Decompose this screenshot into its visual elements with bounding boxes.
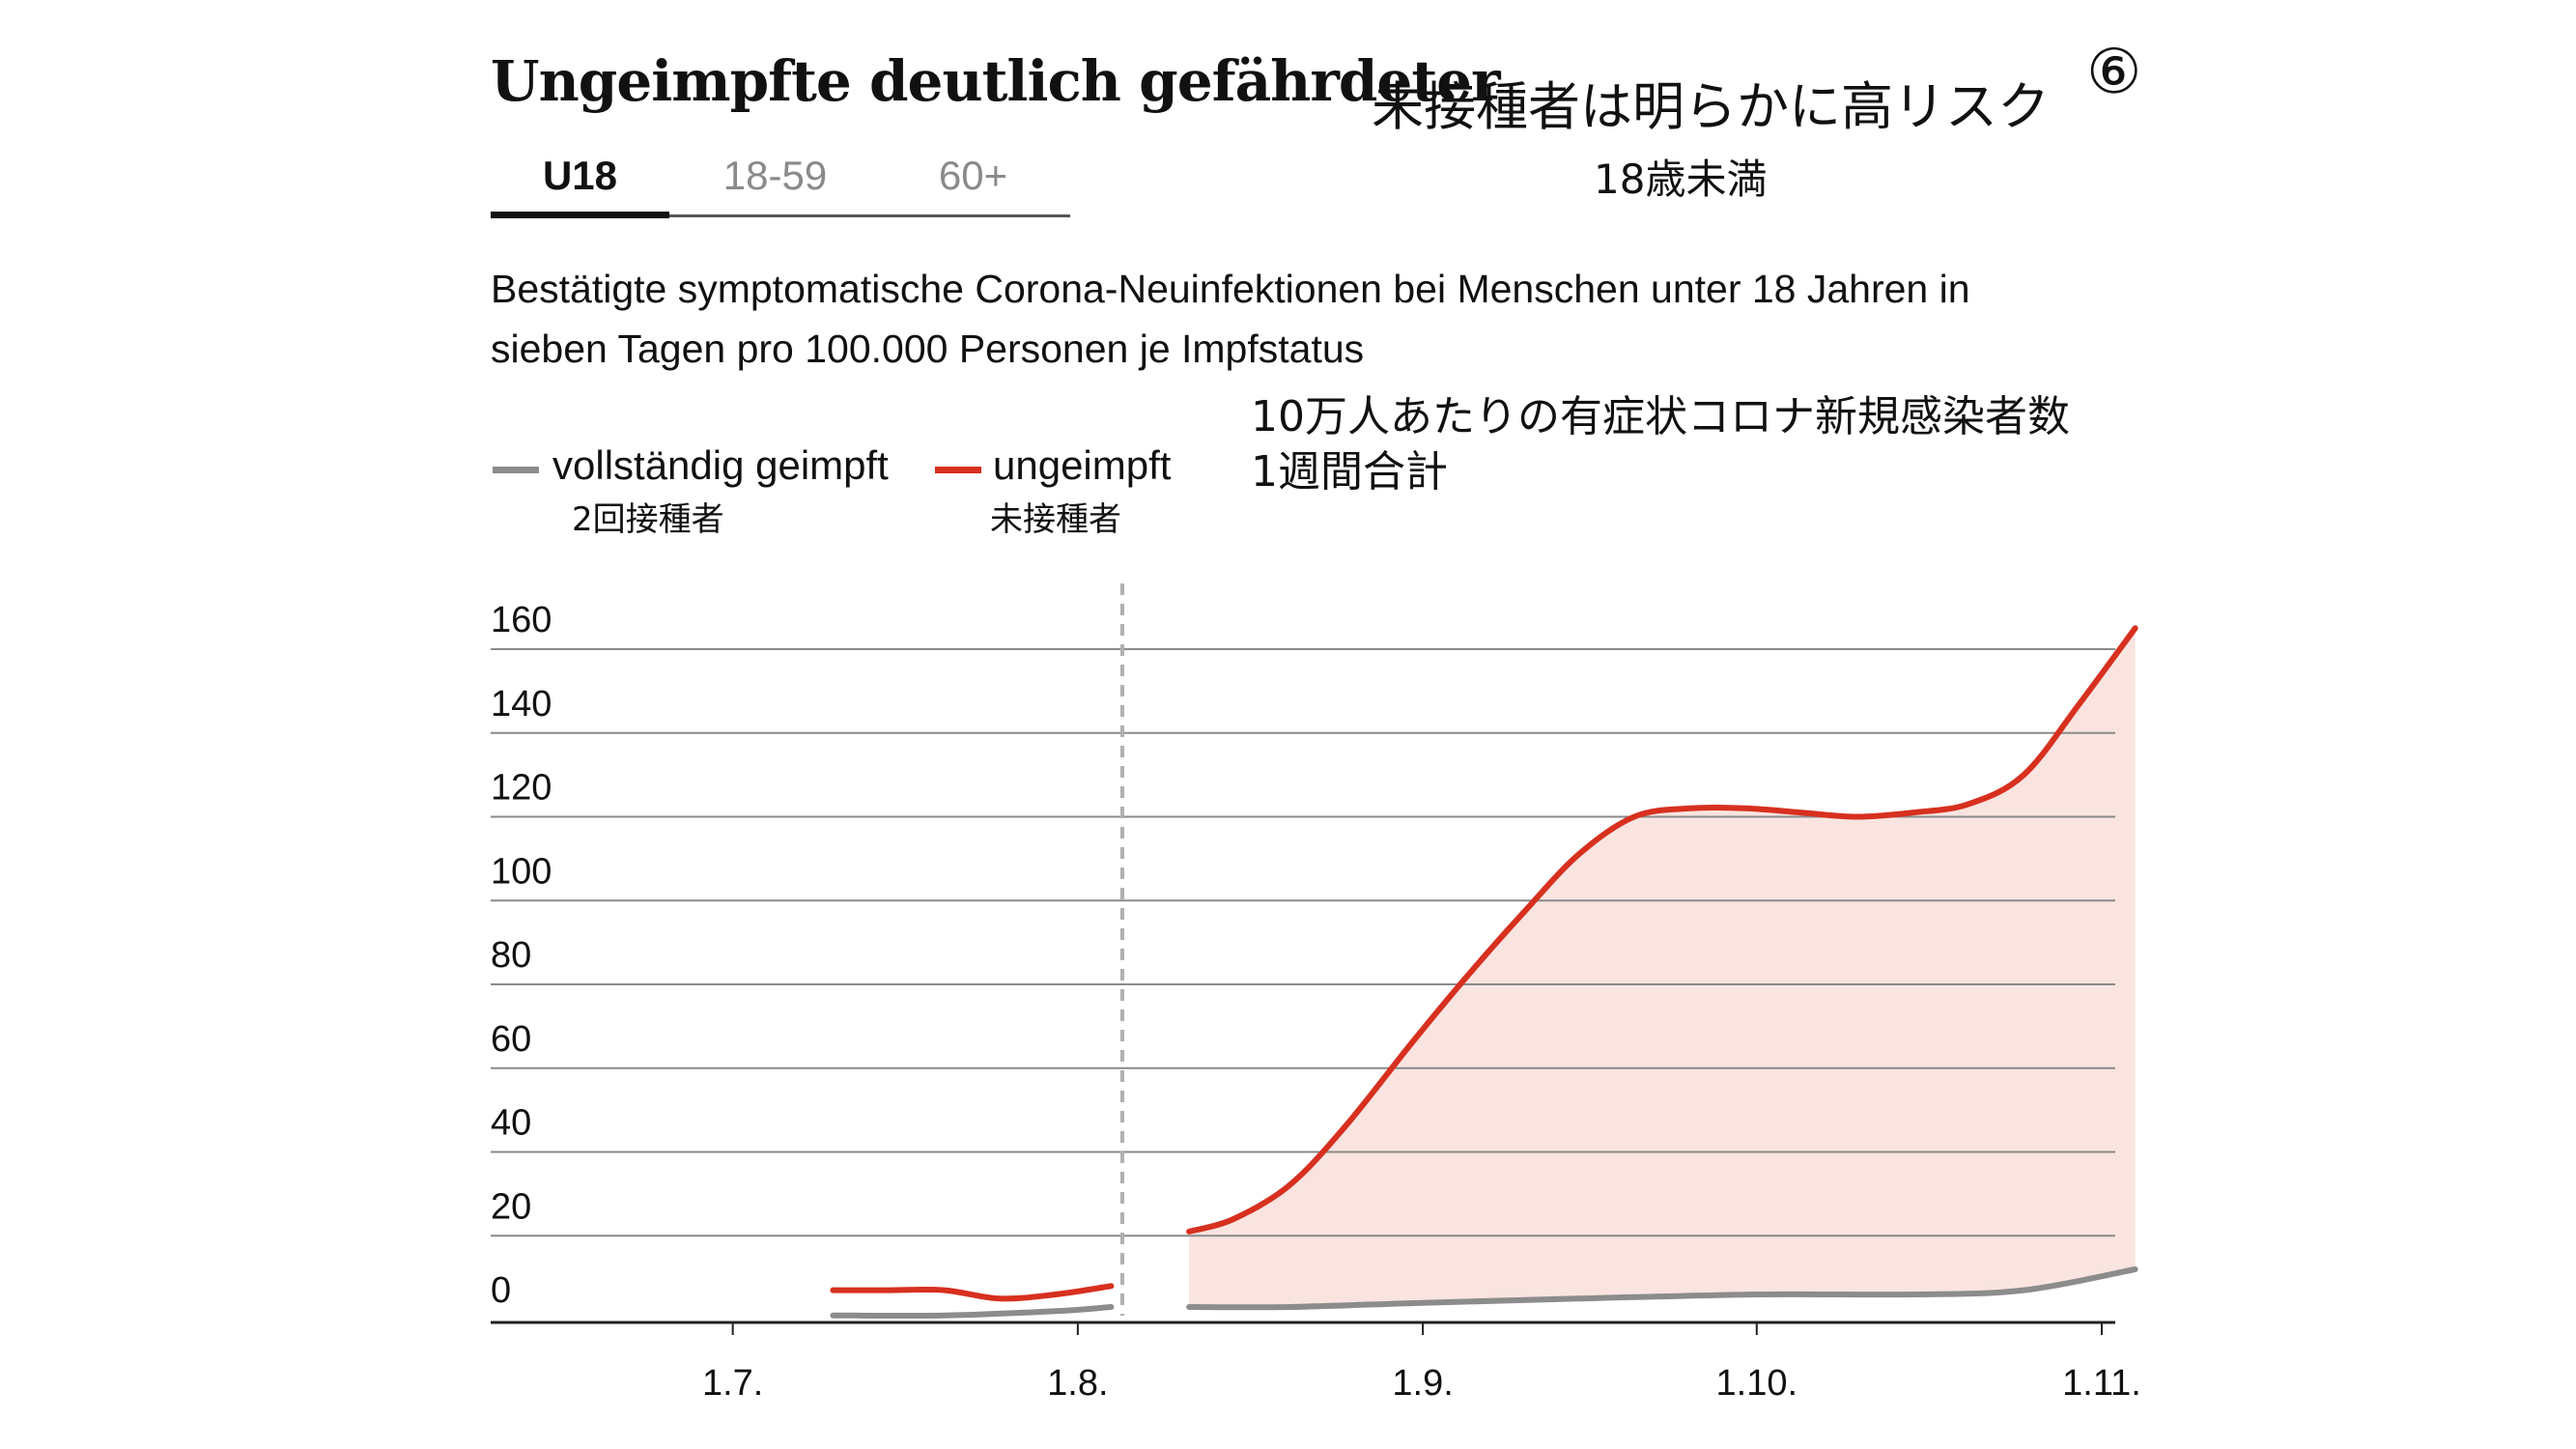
shaded-area [1189,628,2136,1307]
y-tick-label-140: 140 [491,684,552,724]
series-line-vaccinated-segment-1 [1186,1266,2138,1311]
tab-active-indicator [491,212,669,218]
description-line-1: Bestätigte symptomatische Corona-Neuinfe… [491,267,1970,311]
jp-subtitle: 18歳未満 [1594,156,1768,203]
y-tick-label-40: 40 [491,1103,531,1144]
series-line-vaccinated-segment-0 [830,1304,1115,1320]
y-tick-label-100: 100 [491,851,552,892]
x-tick-label-1: 1.8. [1047,1363,1108,1404]
legend-jp-vaccinated: 2回接種者 [572,500,724,539]
legend-swatch-unvaccinated [935,467,981,473]
tab-underline [491,214,1070,217]
legend-jp-unvaccinated: 未接種者 [990,500,1121,539]
description-line-2: sieben Tagen pro 100.000 Personen je Imp… [491,327,1365,371]
tab-u18[interactable]: U18 [542,153,618,198]
x-tick-label-2: 1.9. [1392,1363,1453,1404]
legend-label-vaccinated: vollständig geimpft [552,442,889,488]
x-tick-label-3: 1.10. [1716,1363,1798,1404]
x-tick-label-0: 1.7. [702,1363,763,1404]
jp-title: 未接種者は明らかに高リスク [1372,76,2050,137]
jp-description-line-1: 10万人あたりの有症状コロナ新規感染者数 [1251,392,2070,441]
y-tick-label-20: 20 [491,1186,531,1227]
series-line-unvaccinated-segment-0 [830,1283,1115,1302]
jp-description-line-2: 1週間合計 [1251,447,1448,497]
y-tick-label-0: 0 [491,1270,511,1311]
y-tick-label-80: 80 [491,935,531,976]
y-tick-label-120: 120 [491,768,552,809]
number-marker: ⑥ [2086,37,2142,108]
tab-18-59[interactable]: 18-59 [722,153,828,198]
x-tick-label-4: 1.11. [2062,1363,2141,1404]
tab-60-plus[interactable]: 60+ [938,153,1008,198]
legend-swatch-vaccinated [493,467,539,473]
y-tick-label-60: 60 [491,1019,531,1060]
chart-title: Ungeimpfte deutlich gefährdeter [491,48,1501,114]
series-line-unvaccinated-segment-1 [1186,625,2138,1235]
y-tick-label-160: 160 [491,600,552,640]
legend-label-unvaccinated: ungeimpft [993,442,1172,488]
